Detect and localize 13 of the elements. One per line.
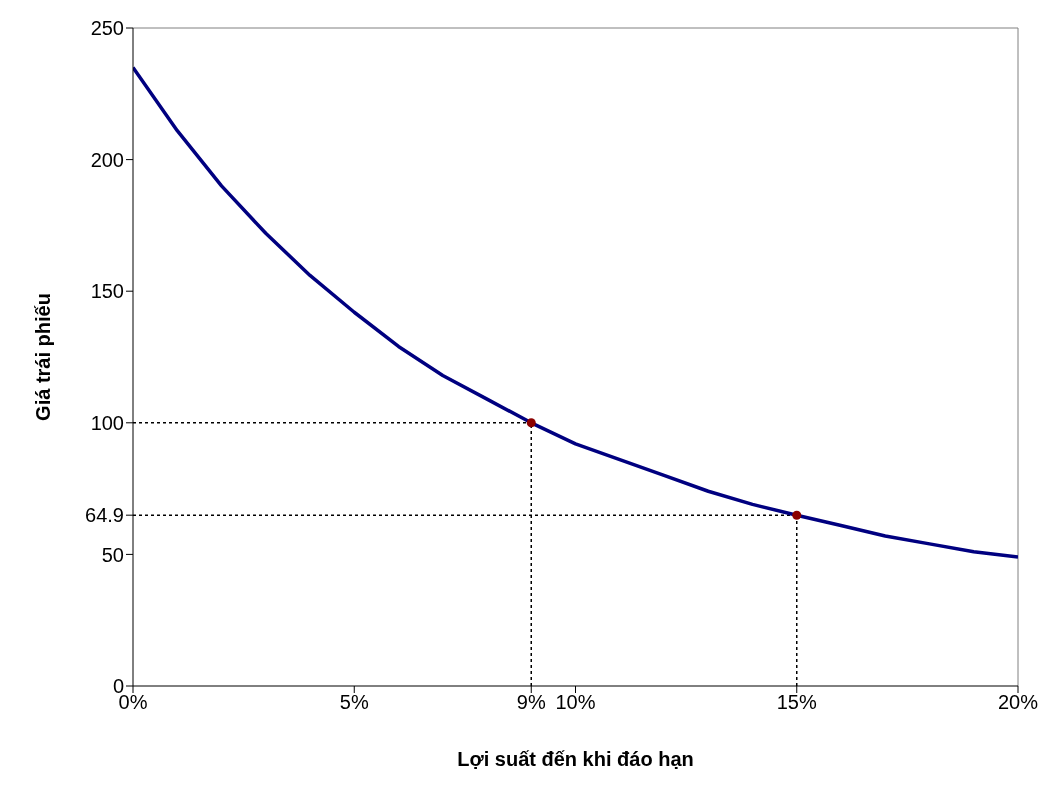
- y-tick-label: 250: [90, 17, 124, 40]
- y-tick-label: 150: [90, 280, 124, 303]
- y-tick-label: 64.9: [85, 504, 124, 527]
- x-tick-label: 10%: [555, 691, 596, 714]
- y-tick-label: 100: [90, 411, 124, 434]
- x-tick-label: 9%: [516, 691, 546, 714]
- y-axis-title: Giá trái phiếu: [32, 293, 55, 421]
- x-axis-title: Lợi suất đến khi đáo hạn: [457, 748, 694, 770]
- x-tick-label: 5%: [339, 691, 369, 714]
- x-tick-label: 15%: [776, 691, 817, 714]
- x-tick-label: 20%: [997, 691, 1039, 714]
- y-tick-label: 200: [90, 148, 124, 171]
- y-tick-label: 50: [101, 543, 124, 566]
